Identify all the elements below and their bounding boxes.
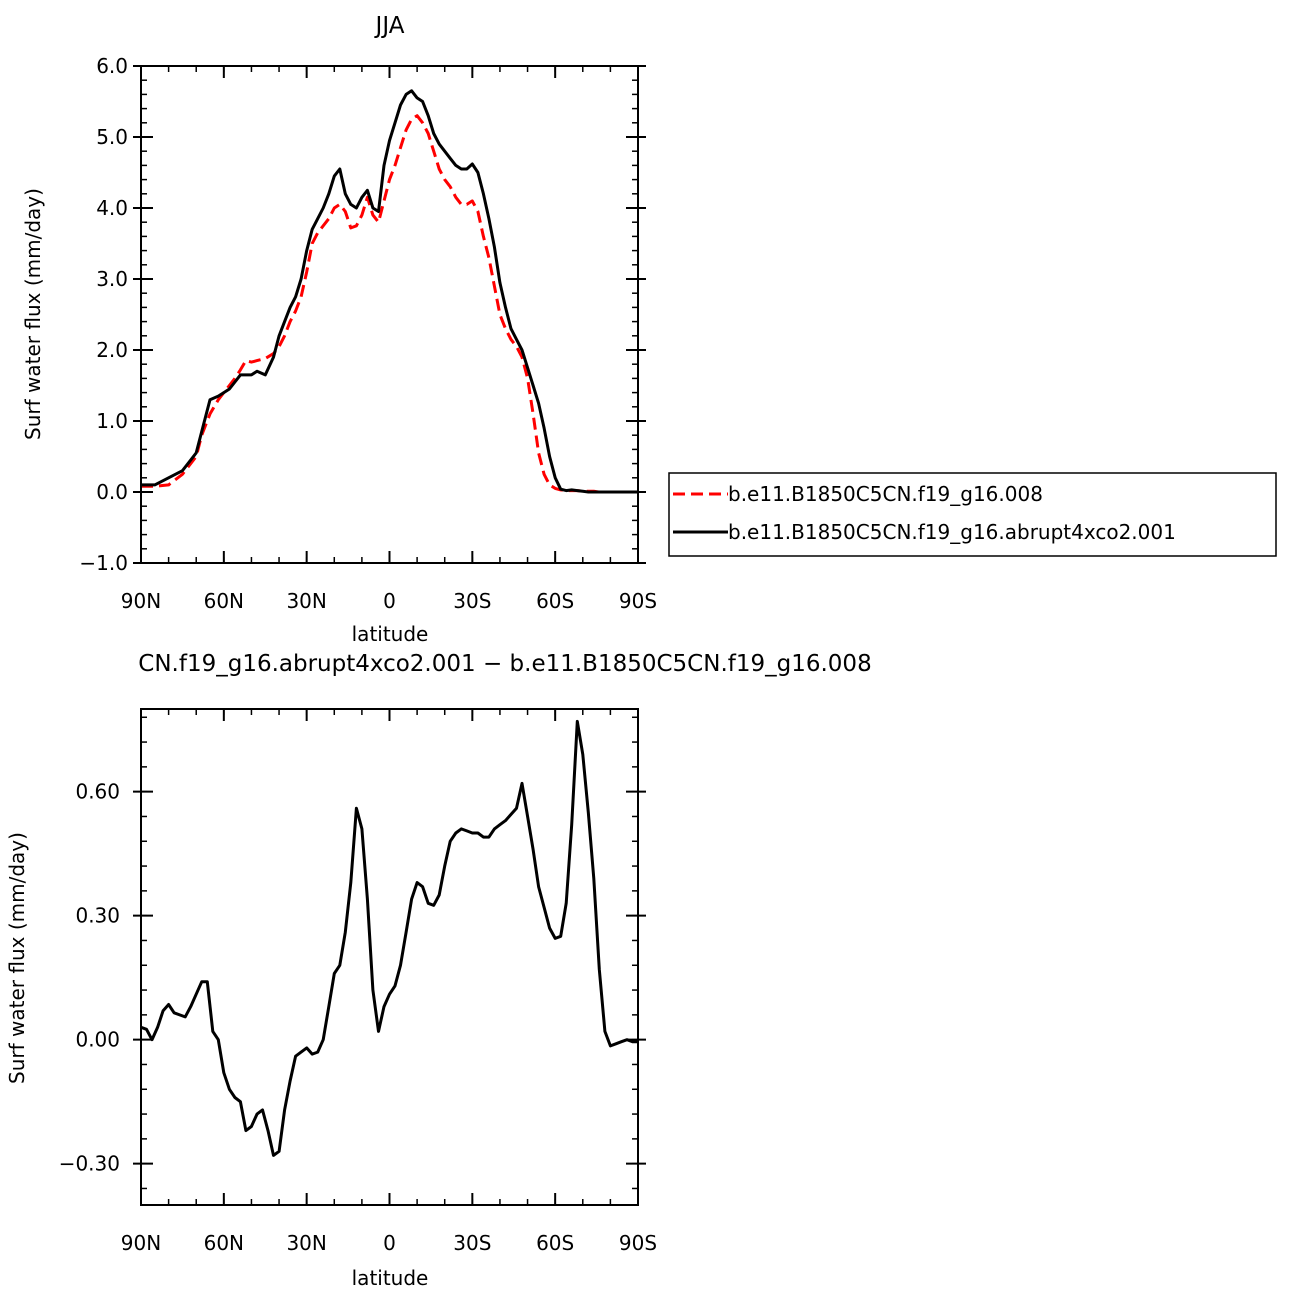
- top-x-axis-label: latitude: [352, 622, 429, 646]
- top-x-tick-label: 30S: [453, 589, 491, 613]
- bottom-y-tick-label: 0.00: [75, 1028, 120, 1052]
- bottom-plot-frame: [140, 708, 639, 1206]
- bottom-panel: CN.f19_g16.abrupt4xco2.001 − b.e11.B1850…: [5, 651, 872, 1290]
- bottom-x-tick-label: 0: [383, 1231, 396, 1255]
- bottom-plot-lines: [140, 719, 638, 1157]
- bottom-x-tick-label: 30N: [286, 1231, 326, 1255]
- top-y-axis-label: Surf water flux (mm/day): [21, 188, 45, 440]
- bottom-x-tick-label: 60N: [204, 1231, 244, 1255]
- bottom-x-tick-label: 30S: [453, 1231, 491, 1255]
- bottom-x-tick-label: 90N: [121, 1231, 161, 1255]
- top-axis-ticks: 90N 60N 30N 0 30S 60S 90S −1.0 0.0 1.0 2.0 3.0 4.0 5.…: [79, 54, 657, 613]
- top-y-tick-label: 3.0: [96, 267, 128, 291]
- top-x-tick-label: 30N: [286, 589, 326, 613]
- bottom-y-tick-label: −0.30: [59, 1152, 120, 1176]
- top-x-tick-label: 60S: [536, 589, 574, 613]
- bottom-chart-title: CN.f19_g16.abrupt4xco2.001 − b.e11.B1850…: [138, 651, 871, 677]
- top-y-tick-label: 5.0: [96, 125, 128, 149]
- legend-box: [668, 472, 1277, 557]
- top-y-tick-label: 4.0: [96, 196, 128, 220]
- bottom-x-tick-label: 90S: [619, 1231, 657, 1255]
- top-x-tick-label: 0: [383, 589, 396, 613]
- bottom-y-tick-label: 0.30: [75, 904, 120, 928]
- top-x-tick-label: 60N: [204, 589, 244, 613]
- top-y-tick-label: 1.0: [96, 409, 128, 433]
- bottom-series-line-0: [140, 719, 638, 1157]
- bottom-y-tick-label: 0.60: [75, 780, 120, 804]
- bottom-x-axis-label: latitude: [352, 1266, 429, 1290]
- top-y-tick-label: 2.0: [96, 338, 128, 362]
- top-y-tick-label: 6.0: [96, 54, 128, 78]
- bottom-y-axis-label: Surf water flux (mm/day): [5, 832, 29, 1084]
- top-y-tick-label: −1.0: [79, 551, 128, 575]
- top-x-tick-label: 90N: [121, 589, 161, 613]
- top-x-tick-label: 90S: [619, 589, 657, 613]
- bottom-x-tick-label: 60S: [536, 1231, 574, 1255]
- top-panel: JJA 90N 60N 30N 0 30S 60S 90S −1.0 0.0 1.0 2.0 3.0 4…: [21, 13, 1277, 646]
- legend-entry-abrupt4xco2: b.e11.B1850C5CN.f19_g16.abrupt4xco2.001: [728, 520, 1176, 544]
- top-plot-frame: [140, 65, 639, 564]
- bottom-axis-ticks: 90N 60N 30N 0 30S 60S 90S −0.30 0.00 0.30 0.60: [59, 709, 657, 1255]
- legend-entry-control: b.e11.B1850C5CN.f19_g16.008: [728, 482, 1043, 506]
- top-series-line-0: [141, 114, 638, 494]
- top-series-line-1: [141, 89, 638, 494]
- legend: b.e11.B1850C5CN.f19_g16.008 b.e11.B1850C…: [668, 472, 1277, 557]
- top-plot-lines: [141, 89, 638, 494]
- top-y-tick-label: 0.0: [96, 480, 128, 504]
- top-chart-title: JJA: [374, 13, 405, 39]
